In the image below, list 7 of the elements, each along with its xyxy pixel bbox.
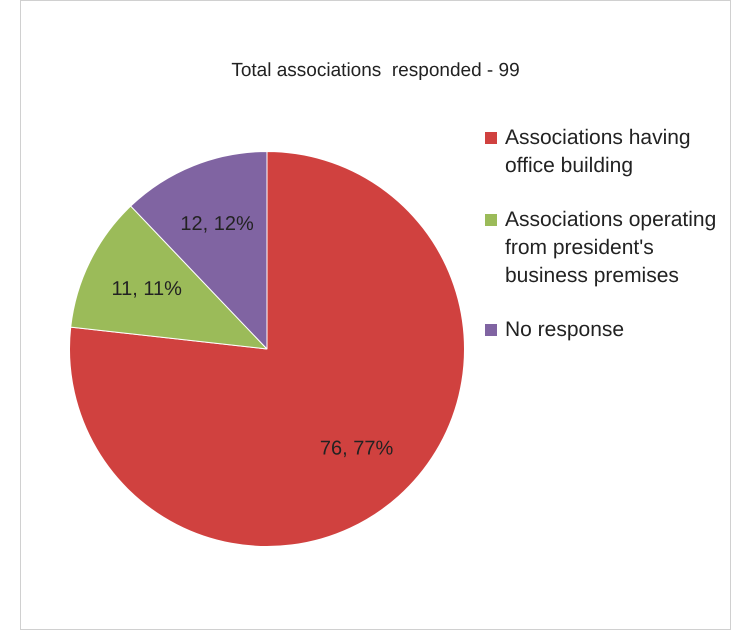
data-label: 11, 11% bbox=[111, 278, 182, 300]
chart-title: Total associations responded - 99 bbox=[230, 60, 521, 82]
data-label: 12, 12% bbox=[180, 212, 254, 235]
legend-label: No response bbox=[505, 317, 624, 343]
legend-label: Associations having office building bbox=[505, 125, 692, 179]
legend-label: Associations operating from president's business premises bbox=[505, 207, 718, 289]
data-label: 76, 77% bbox=[320, 438, 394, 460]
